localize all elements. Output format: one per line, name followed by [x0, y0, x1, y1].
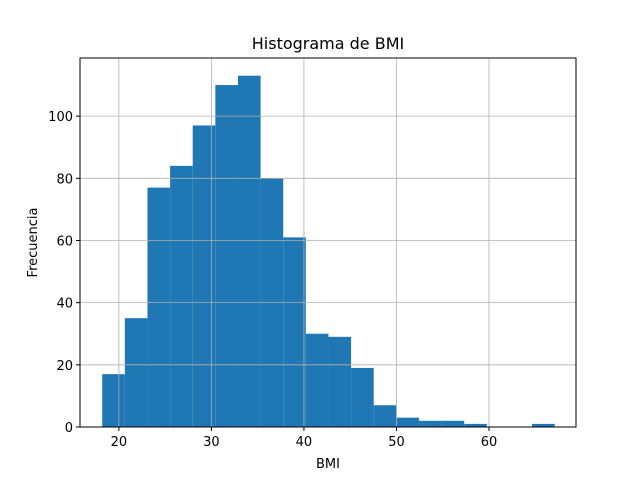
y-tick-label: 60 — [56, 234, 73, 249]
y-tick-label: 40 — [56, 297, 73, 312]
histogram-bar — [328, 336, 352, 427]
histogram-bar — [283, 237, 306, 427]
histogram-bar — [192, 125, 216, 428]
histogram-bar — [373, 405, 397, 427]
histogram-bars — [102, 75, 555, 428]
y-tick-label: 100 — [48, 110, 73, 125]
plot-frame — [79, 57, 577, 428]
y-tick-label: 80 — [56, 172, 73, 187]
histogram-bar — [351, 367, 374, 427]
x-tick-label: 20 — [111, 435, 128, 450]
histogram-bar — [305, 333, 329, 427]
x-tick-label: 50 — [388, 435, 405, 450]
chart-title: Histograma de BMI — [252, 34, 404, 53]
x-axis-title: BMI — [316, 457, 340, 472]
histogram-bar — [532, 423, 555, 427]
histogram-bar — [464, 423, 487, 427]
histogram-bar — [124, 318, 148, 427]
x-tick-label: 40 — [296, 435, 313, 450]
histogram-bar — [215, 85, 238, 428]
grid-lines — [80, 58, 576, 428]
axis-ticks — [76, 115, 490, 431]
x-tick-label: 60 — [481, 435, 498, 450]
histogram-bar — [441, 420, 465, 427]
histogram-bar — [396, 417, 419, 427]
x-tick-label: 30 — [203, 435, 220, 450]
histogram-bar — [170, 165, 193, 427]
histogram-bar — [102, 374, 125, 427]
y-tick-label: 20 — [56, 359, 73, 374]
y-tick-label: 0 — [65, 421, 73, 436]
histogram-bar — [418, 420, 442, 427]
histogram-bar — [147, 187, 171, 427]
y-axis-title: Frecuencia — [26, 208, 41, 278]
axis-tick-labels: 20 30 40 50 60 0 20 40 60 80 100 — [48, 110, 497, 450]
histogram-bar — [237, 75, 261, 427]
